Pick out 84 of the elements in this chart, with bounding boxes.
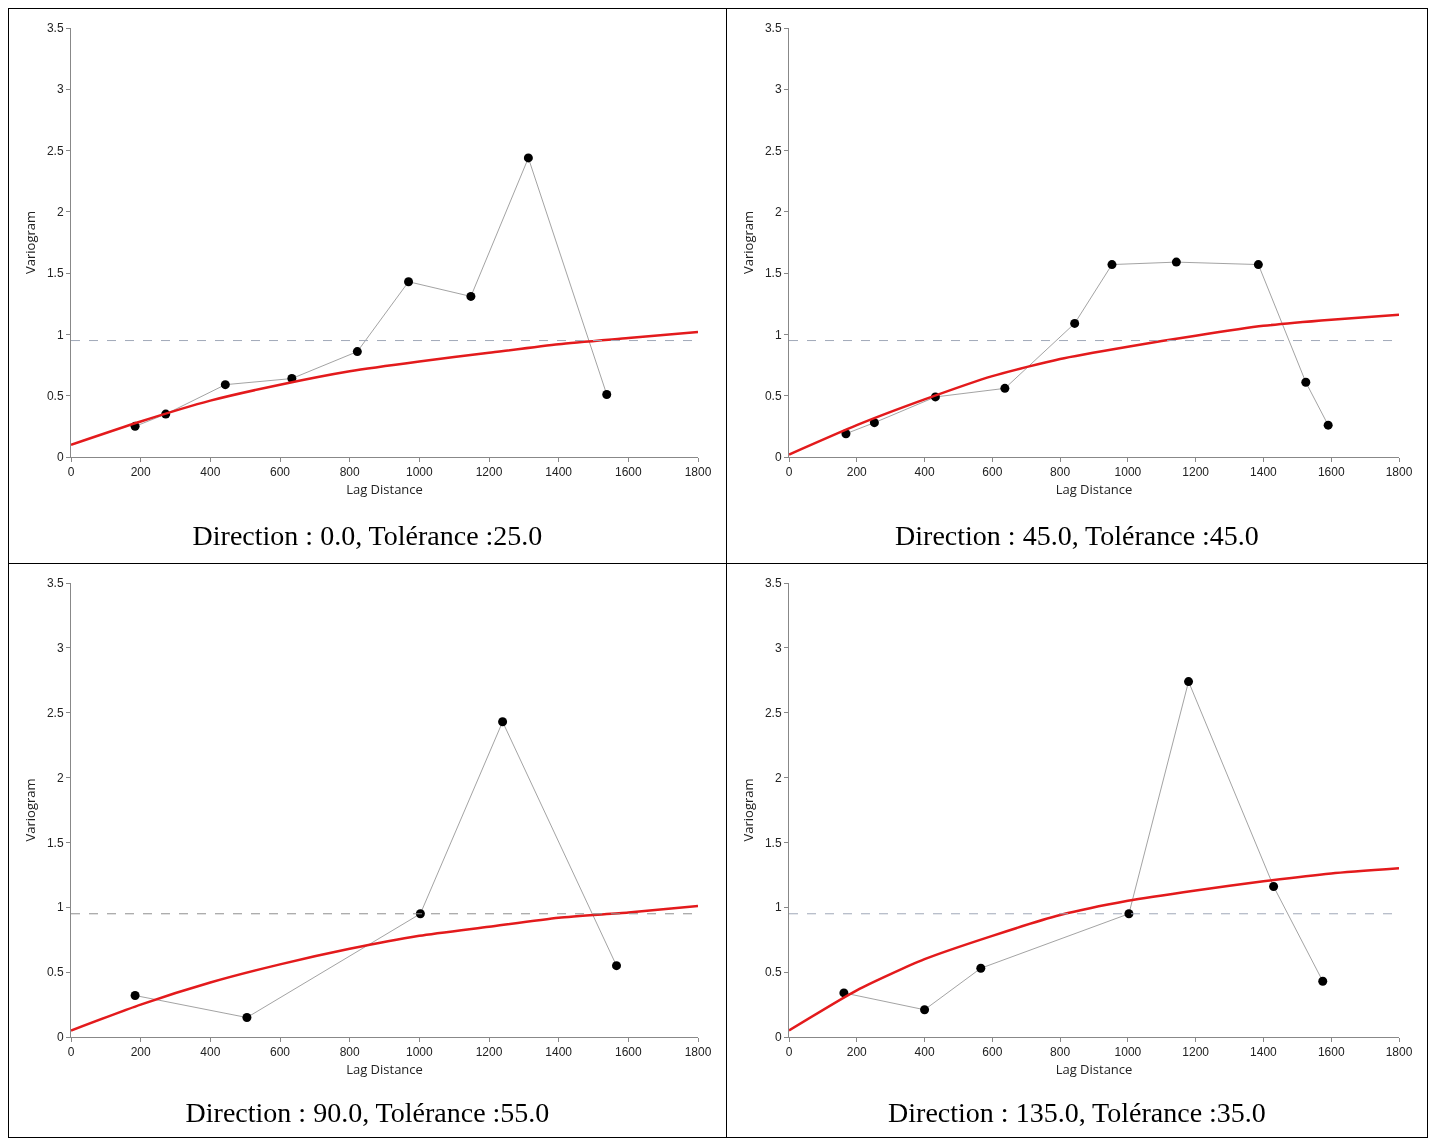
y-tick-label: 1.5 [764, 266, 782, 281]
y-tick-label: 0 [56, 1030, 64, 1045]
y-tick-label: 3 [774, 641, 782, 656]
y-tick-label: 0.5 [764, 965, 782, 980]
y-tick-label: 1 [56, 327, 64, 342]
y-axis-title: Variogram [738, 778, 757, 842]
y-tick-label: 3.5 [46, 576, 64, 591]
x-tick-label: 0 [67, 1045, 75, 1060]
x-tick-label: 1000 [405, 465, 433, 480]
x-tick-label: 1800 [684, 465, 712, 480]
text: Direction : 45.0, Tolérance :45.0 [894, 519, 1260, 553]
y-tick-label: 1.5 [46, 835, 64, 850]
x-tick-label: 200 [846, 1045, 868, 1060]
y-tick-label: 2 [774, 205, 782, 220]
x-tick-label: 600 [269, 465, 291, 480]
x-tick-label: 200 [846, 465, 868, 480]
y-tick-label: 2.5 [46, 143, 64, 158]
x-tick-label: 1000 [405, 1045, 433, 1060]
x-tick-label: 400 [914, 1045, 935, 1060]
x-tick-label: 200 [130, 465, 151, 480]
x-tick-label: 200 [130, 1045, 151, 1060]
text: Direction : 90.0, Tolérance :55.0 [184, 1096, 551, 1130]
x-tick-label: 800 [339, 1045, 360, 1060]
y-tick-label: 2 [56, 205, 64, 220]
y-tick-label: 0.5 [764, 388, 782, 403]
x-tick-label: 1800 [1385, 1045, 1413, 1060]
x-tick-label: 1200 [1182, 1045, 1210, 1060]
x-tick-label: 1600 [1317, 465, 1345, 480]
x-axis-title: Lag Distance [346, 1060, 423, 1078]
y-tick-label: 0 [56, 450, 64, 465]
x-tick-label: 0 [785, 465, 793, 480]
y-tick-label: 0.5 [46, 388, 64, 403]
x-tick-label: 1800 [684, 1045, 712, 1060]
x-tick-label: 1200 [475, 1045, 503, 1060]
x-tick-label: 600 [269, 1045, 291, 1060]
y-tick-label: 2.5 [764, 705, 782, 720]
y-tick-label: 0 [774, 450, 782, 465]
y-tick-label: 2 [774, 770, 782, 785]
x-tick-label: 1000 [1114, 1045, 1142, 1060]
x-tick-label: 400 [200, 465, 221, 480]
x-tick-label: 1400 [545, 465, 573, 480]
y-axis-title: Variogram [20, 210, 39, 275]
y-tick-label: 2 [56, 770, 64, 785]
x-tick-label: 1400 [1250, 1045, 1278, 1060]
x-tick-label: 1800 [1385, 465, 1413, 480]
x-tick-label: 1200 [1182, 465, 1210, 480]
x-tick-label: 1400 [1250, 465, 1278, 480]
text: Direction : 135.0, Tolérance :35.0 [887, 1096, 1267, 1130]
x-tick-label: 800 [339, 465, 360, 480]
x-tick-label: 1600 [614, 465, 642, 480]
y-tick-label: 3 [774, 82, 782, 97]
y-axis-title: Variogram [20, 778, 39, 842]
x-tick-label: 1400 [545, 1045, 573, 1060]
x-tick-label: 1000 [1114, 465, 1142, 480]
x-tick-label: 400 [200, 1045, 221, 1060]
x-tick-label: 0 [785, 1045, 793, 1060]
y-tick-label: 1.5 [764, 835, 782, 850]
y-tick-label: 1 [774, 327, 782, 342]
y-tick-label: 0 [774, 1030, 782, 1045]
y-tick-label: 3.5 [46, 21, 64, 36]
y-tick-label: 1 [56, 900, 64, 915]
x-tick-label: 1600 [614, 1045, 642, 1060]
x-axis-title: Lag Distance [1055, 480, 1133, 498]
x-tick-label: 600 [982, 465, 1003, 480]
x-tick-label: 800 [1050, 1045, 1071, 1060]
text: Direction : 0.0, Tolérance :25.0 [191, 519, 544, 553]
x-axis-title: Lag Distance [346, 480, 423, 498]
y-tick-label: 2.5 [764, 143, 782, 158]
y-tick-label: 2.5 [46, 705, 64, 720]
y-tick-label: 1 [774, 900, 782, 915]
y-tick-label: 0.5 [46, 965, 64, 980]
x-tick-label: 600 [982, 1045, 1003, 1060]
x-tick-label: 400 [914, 465, 935, 480]
y-axis-title: Variogram [738, 210, 757, 275]
y-tick-label: 1.5 [46, 266, 64, 281]
x-axis-title: Lag Distance [1055, 1060, 1133, 1078]
y-tick-label: 3 [56, 82, 64, 97]
y-tick-label: 3 [56, 641, 64, 656]
x-tick-label: 0 [67, 465, 75, 480]
x-tick-label: 1200 [475, 465, 503, 480]
x-tick-label: 1600 [1317, 1045, 1345, 1060]
y-tick-label: 3.5 [764, 21, 782, 36]
x-tick-label: 800 [1050, 465, 1071, 480]
y-tick-label: 3.5 [764, 576, 782, 591]
